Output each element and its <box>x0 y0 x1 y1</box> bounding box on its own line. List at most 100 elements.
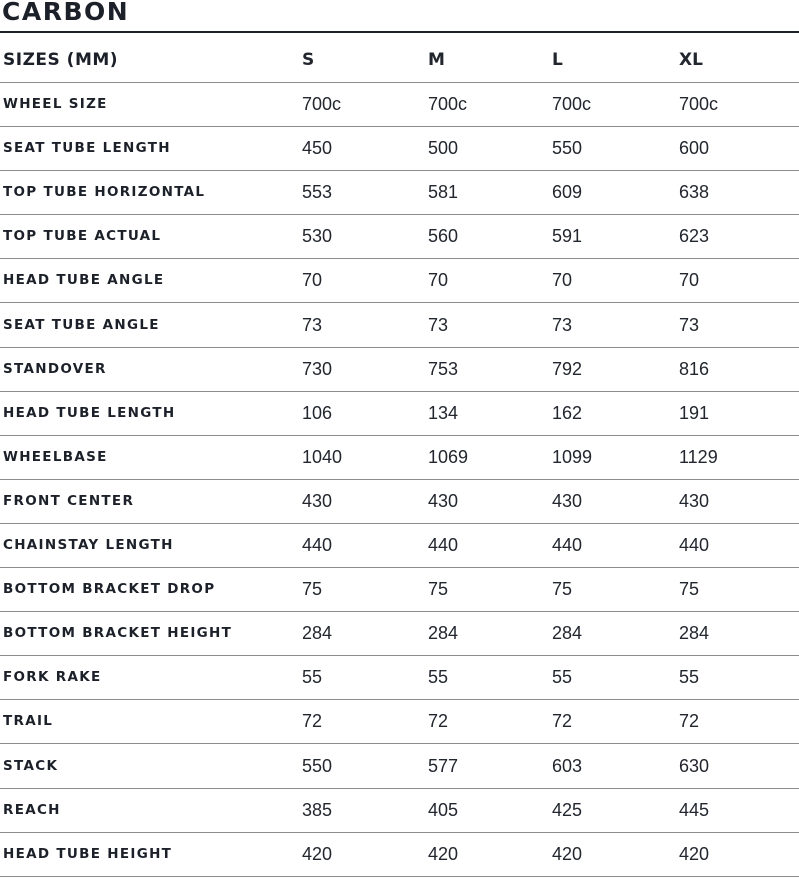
row-value: 70 <box>428 270 449 291</box>
row-value: 623 <box>679 226 710 247</box>
row-label: SEAT TUBE ANGLE <box>3 316 160 333</box>
row-value: 72 <box>552 711 573 732</box>
table-row: TRAIL 72 72 72 72 <box>0 700 799 745</box>
table-row: BOTTOM BRACKET HEIGHT 284 284 284 284 <box>0 612 799 657</box>
table-row: FORK RAKE 55 55 55 55 <box>0 656 799 701</box>
row-value: 700c <box>552 94 592 114</box>
row-value: 450 <box>302 138 333 159</box>
row-value: 638 <box>679 182 710 203</box>
row-value: 106 <box>302 402 333 423</box>
row-value: 603 <box>552 755 583 776</box>
row-value: 162 <box>552 402 583 423</box>
row-label: HEAD TUBE HEIGHT <box>3 845 173 862</box>
row-value: 73 <box>552 314 573 335</box>
table-row: CHAINSTAY LENGTH 440 440 440 440 <box>0 524 799 568</box>
row-value: 430 <box>552 490 583 511</box>
row-value: 73 <box>679 314 700 335</box>
section-title: CARBON <box>2 0 130 26</box>
row-value: 72 <box>679 711 700 732</box>
header-label: SIZES (MM) <box>3 50 119 70</box>
row-label: STANDOVER <box>3 360 107 377</box>
row-value: 753 <box>428 358 459 379</box>
row-value: 55 <box>302 667 323 688</box>
row-value: 430 <box>302 490 333 511</box>
row-value: 55 <box>552 667 573 688</box>
row-value: 73 <box>302 314 323 335</box>
row-value: 420 <box>552 843 583 864</box>
row-label: TOP TUBE HORIZONTAL <box>3 184 206 201</box>
row-value: 72 <box>302 711 323 732</box>
table-row: SEAT TUBE LENGTH 450 500 550 600 <box>0 127 799 172</box>
row-value: 600 <box>679 138 710 159</box>
row-value: 284 <box>302 623 333 644</box>
row-label: BOTTOM BRACKET HEIGHT <box>3 625 233 642</box>
row-value: 72 <box>428 711 449 732</box>
row-value: 75 <box>552 579 573 600</box>
row-value: 55 <box>428 667 449 688</box>
row-label: TOP TUBE ACTUAL <box>3 228 162 245</box>
row-value: 591 <box>552 226 583 247</box>
row-label: HEAD TUBE LENGTH <box>3 404 176 421</box>
row-value: 425 <box>552 799 583 820</box>
row-value: 530 <box>302 226 333 247</box>
row-label: FRONT CENTER <box>3 492 135 509</box>
row-value: 792 <box>552 358 583 379</box>
table-row: TOP TUBE HORIZONTAL 553 581 609 638 <box>0 171 799 216</box>
table-row: HEAD TUBE LENGTH 106 134 162 191 <box>0 392 799 436</box>
table-row: REACH 385 405 425 445 <box>0 789 799 833</box>
row-value: 1129 <box>679 446 718 467</box>
row-value: 75 <box>302 579 323 600</box>
row-value: 700c <box>428 94 468 114</box>
row-value: 420 <box>302 843 333 864</box>
title-divider <box>0 31 799 33</box>
row-label: BOTTOM BRACKET DROP <box>3 581 216 598</box>
table-row: TOP TUBE ACTUAL 530 560 591 623 <box>0 215 799 260</box>
header-size-s: S <box>302 50 315 70</box>
row-label: REACH <box>3 801 61 818</box>
row-label: HEAD TUBE ANGLE <box>3 272 165 289</box>
row-value: 581 <box>428 182 459 203</box>
table-row: WHEEL SIZE 700c 700c 700c 700c <box>0 83 799 127</box>
row-value: 191 <box>679 402 710 423</box>
row-value: 420 <box>679 843 710 864</box>
row-value: 553 <box>302 182 333 203</box>
table-row: FRONT CENTER 430 430 430 430 <box>0 480 799 524</box>
row-value: 609 <box>552 182 583 203</box>
row-value: 500 <box>428 138 459 159</box>
row-label: WHEELBASE <box>3 448 108 465</box>
row-value: 420 <box>428 843 459 864</box>
table-row: STACK 550 577 603 630 <box>0 745 799 789</box>
row-label: WHEEL SIZE <box>3 96 108 112</box>
row-value: 440 <box>428 535 459 555</box>
row-value: 73 <box>428 314 449 335</box>
row-value: 445 <box>679 799 710 820</box>
row-value: 430 <box>679 490 710 511</box>
table-row: SEAT TUBE ANGLE 73 73 73 73 <box>0 304 799 348</box>
row-value: 816 <box>679 358 710 379</box>
row-value: 550 <box>552 138 583 159</box>
row-value: 630 <box>679 755 710 776</box>
row-value: 1069 <box>428 446 469 467</box>
row-value: 75 <box>679 579 700 600</box>
row-value: 430 <box>428 490 459 511</box>
header-size-xl: XL <box>679 50 703 70</box>
row-value: 730 <box>302 358 333 379</box>
row-value: 1040 <box>302 446 343 467</box>
row-label: CHAINSTAY LENGTH <box>3 537 174 553</box>
row-value: 70 <box>679 270 700 291</box>
table-row: HEAD TUBE HEIGHT 420 420 420 420 <box>0 833 799 877</box>
table-row: STANDOVER 730 753 792 816 <box>0 348 799 392</box>
row-value: 440 <box>679 535 710 555</box>
row-value: 134 <box>428 402 459 423</box>
row-value: 550 <box>302 755 333 776</box>
header-size-l: L <box>552 50 563 70</box>
row-value: 70 <box>552 270 573 291</box>
row-value: 1099 <box>552 446 593 467</box>
table-row: WHEELBASE 1040 1069 1099 1129 <box>0 436 799 480</box>
row-value: 700c <box>679 94 719 114</box>
row-value: 284 <box>552 623 583 644</box>
row-value: 75 <box>428 579 449 600</box>
row-value: 70 <box>302 270 323 291</box>
table-row: BOTTOM BRACKET DROP 75 75 75 75 <box>0 568 799 613</box>
row-value: 385 <box>302 799 333 820</box>
